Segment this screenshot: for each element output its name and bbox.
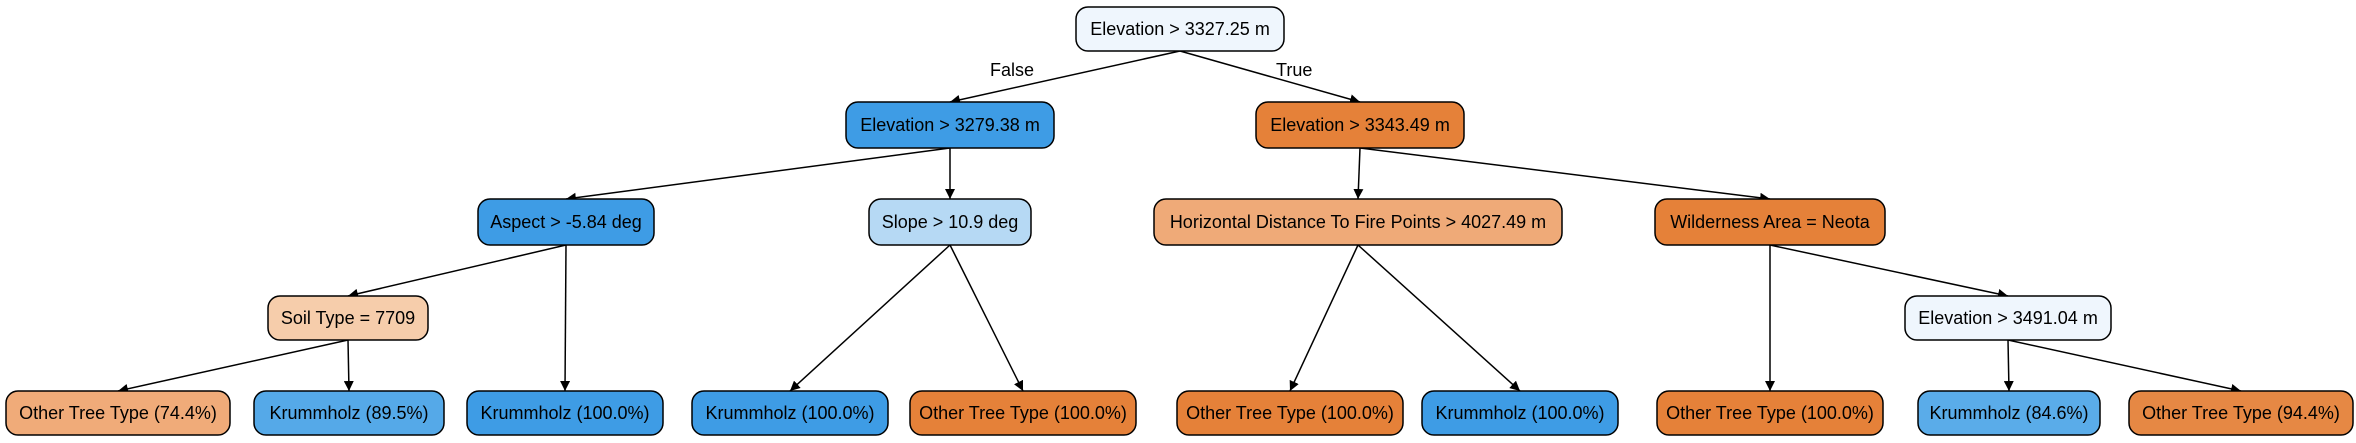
leaf-node-l1: Krummholz (89.5%) <box>253 390 445 436</box>
edge-n6-n8 <box>1769 244 2009 299</box>
nodes-layer: Elevation > 3327.25 m Elevation > 3279.38… <box>5 6 2354 436</box>
decision-node-n1: Elevation > 3279.38 m <box>845 101 1055 149</box>
decision-node-n7: Soil Type = 7709 <box>267 295 429 341</box>
leaf-node-l2: Krummholz (100.0%) <box>466 390 664 436</box>
node-box <box>1904 295 2112 341</box>
leaf-node-l0: Other Tree Type (74.4%) <box>5 390 231 436</box>
node-label: Elevation > 3327.25 m <box>1090 19 1270 39</box>
edge-n3-n7 <box>347 244 567 299</box>
edge-n2-n5 <box>1353 147 1364 200</box>
leaf-node-l9: Other Tree Type (94.4%) <box>2128 390 2354 436</box>
leaf-node-l8: Krummholz (84.6%) <box>1917 390 2101 436</box>
leaf-node-l7: Other Tree Type (100.0%) <box>1656 390 1884 436</box>
node-box <box>1421 390 1619 436</box>
node-label: Wilderness Area = Neota <box>1670 212 1871 232</box>
edges-layer: False True <box>117 50 2242 394</box>
decision-node-n4: Slope > 10.9 deg <box>868 198 1032 246</box>
node-label: Aspect > -5.84 deg <box>490 212 642 232</box>
node-box <box>909 390 1137 436</box>
node-label: Elevation > 3343.49 m <box>1270 115 1450 135</box>
edge-n5-l6 <box>1357 244 1521 392</box>
node-box <box>868 198 1032 246</box>
node-box <box>466 390 664 436</box>
decision-node-n2: Elevation > 3343.49 m <box>1255 101 1465 149</box>
edge-n5-l5 <box>1289 244 1359 392</box>
node-label: Other Tree Type (100.0%) <box>1666 403 1874 423</box>
node-box <box>1917 390 2101 436</box>
node-box <box>1176 390 1404 436</box>
decision-node-n5: Horizontal Distance To Fire Points > 402… <box>1153 198 1563 246</box>
decision-node-n8: Elevation > 3491.04 m <box>1904 295 2112 341</box>
leaf-node-l6: Krummholz (100.0%) <box>1421 390 1619 436</box>
node-box <box>1075 6 1285 52</box>
node-box <box>1656 390 1884 436</box>
node-box <box>267 295 429 341</box>
node-label: Slope > 10.9 deg <box>882 212 1019 232</box>
edge-label-false: False <box>990 60 1034 80</box>
node-label: Other Tree Type (74.4%) <box>19 403 217 423</box>
edge-n7-l1 <box>343 339 354 392</box>
edge-n0-n2 <box>1179 50 1361 105</box>
node-box <box>2128 390 2354 436</box>
node-label: Other Tree Type (94.4%) <box>2142 403 2340 423</box>
edge-n7-l0 <box>117 339 349 394</box>
node-label: Elevation > 3491.04 m <box>1918 308 2098 328</box>
node-label: Elevation > 3279.38 m <box>860 115 1040 135</box>
edge-n1-n3 <box>565 147 951 203</box>
node-box <box>477 198 655 246</box>
edge-label-true: True <box>1276 60 1312 80</box>
node-box <box>691 390 889 436</box>
node-label: Other Tree Type (100.0%) <box>919 403 1127 423</box>
node-label: Krummholz (100.0%) <box>480 403 649 423</box>
decision-node-n0: Elevation > 3327.25 m <box>1075 6 1285 52</box>
node-label: Soil Type = 7709 <box>281 308 415 328</box>
edge-n8-l9 <box>2007 339 2242 394</box>
leaf-node-l3: Krummholz (100.0%) <box>691 390 889 436</box>
edge-n0-n1 <box>949 50 1181 105</box>
node-box <box>845 101 1055 149</box>
edge-n8-l8 <box>2003 339 2014 392</box>
node-label: Krummholz (84.6%) <box>1929 403 2088 423</box>
edge-n4-l3 <box>789 244 951 392</box>
edge-n2-n6 <box>1359 147 1771 203</box>
node-box <box>1255 101 1465 149</box>
decision-node-n3: Aspect > -5.84 deg <box>477 198 655 246</box>
decision-node-n6: Wilderness Area = Neota <box>1654 198 1886 246</box>
node-label: Krummholz (100.0%) <box>705 403 874 423</box>
edge-n4-l4 <box>949 244 1024 392</box>
edge-n3-l2 <box>560 244 571 392</box>
node-label: Other Tree Type (100.0%) <box>1186 403 1394 423</box>
node-label: Krummholz (100.0%) <box>1435 403 1604 423</box>
leaf-node-l4: Other Tree Type (100.0%) <box>909 390 1137 436</box>
node-box <box>5 390 231 436</box>
node-box <box>1153 198 1563 246</box>
node-box <box>1654 198 1886 246</box>
leaf-node-l5: Other Tree Type (100.0%) <box>1176 390 1404 436</box>
node-box <box>253 390 445 436</box>
node-label: Krummholz (89.5%) <box>269 403 428 423</box>
node-label: Horizontal Distance To Fire Points > 402… <box>1170 212 1546 232</box>
